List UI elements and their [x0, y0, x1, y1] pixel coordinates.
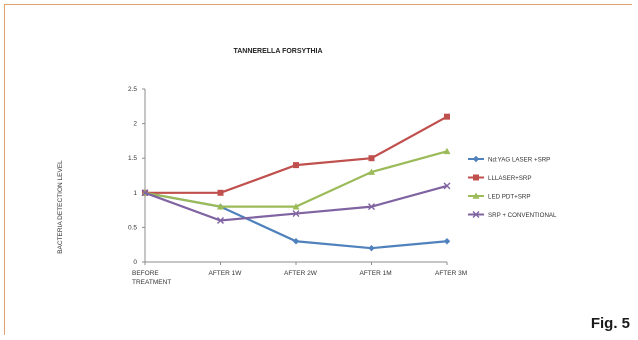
x-tick-label: AFTER 1W — [209, 270, 243, 277]
legend-item: Nd:YAG LASER +SRP — [468, 155, 550, 163]
data-point — [368, 168, 375, 175]
y-tick-label: 0.5 — [128, 224, 137, 231]
series-line — [145, 115, 448, 194]
legend-label: LED PDT+SRP — [488, 193, 530, 200]
x-tick-label: BEFORE TREATMENT — [132, 270, 171, 286]
data-point — [444, 113, 450, 120]
y-tick-label: 0 — [133, 259, 137, 266]
data-point — [292, 203, 300, 210]
data-point — [292, 210, 300, 218]
data-point — [217, 203, 224, 210]
data-point — [141, 189, 149, 197]
y-tick-label: 1 — [133, 190, 137, 197]
legend-item: SRP + CONVENTIONAL — [468, 211, 557, 219]
x-tick-label: AFTER 3M — [435, 270, 467, 277]
axes: 0 0.5 1 1.5 2 2.5 BEFORE TREATMENT AFTER 1W AFTER… — [128, 86, 467, 286]
y-tick-label: 1.5 — [128, 155, 137, 162]
data-point — [443, 147, 451, 155]
data-point — [217, 189, 224, 196]
legend-marker — [472, 155, 480, 163]
x-tick-label: AFTER 2W — [284, 270, 318, 277]
data-point — [443, 182, 451, 190]
x-tick-label: AFTER 1M — [360, 270, 392, 277]
data-point — [368, 155, 375, 162]
legend-marker — [472, 192, 480, 199]
data-point — [443, 238, 451, 245]
figure-frame — [4, 4, 632, 335]
data-point — [217, 216, 224, 224]
data-point — [293, 162, 299, 169]
legend-marker — [473, 174, 479, 181]
series-1 — [141, 189, 451, 252]
legend-item: LLLASER+SRP — [468, 174, 532, 182]
figure-label: Fig. 5 — [590, 315, 630, 332]
y-axis-label: BACTERIA DETECTION LEVEL — [57, 160, 64, 254]
legend-label: LLLASER+SRP — [488, 175, 532, 182]
series-2 — [142, 113, 450, 196]
data-point — [292, 238, 300, 245]
legend-label: Nd:YAG LASER +SRP — [488, 156, 550, 163]
legend-label: SRP + CONVENTIONAL — [488, 212, 557, 219]
y-tick-label: 2.5 — [128, 86, 137, 93]
series-4 — [141, 182, 451, 224]
series-layer — [141, 113, 451, 252]
legend-marker — [472, 211, 480, 218]
series-3 — [141, 147, 451, 210]
y-tick-label: 2 — [133, 121, 137, 128]
legend: Nd:YAG LASER +SRP LLLASER+SRP LED PDT+SRP S… — [468, 155, 557, 219]
chart-title: TANNERELLA FORSYTHIA — [233, 48, 322, 55]
data-point — [368, 244, 375, 252]
legend-item: LED PDT+SRP — [468, 192, 530, 200]
data-point — [368, 203, 375, 211]
